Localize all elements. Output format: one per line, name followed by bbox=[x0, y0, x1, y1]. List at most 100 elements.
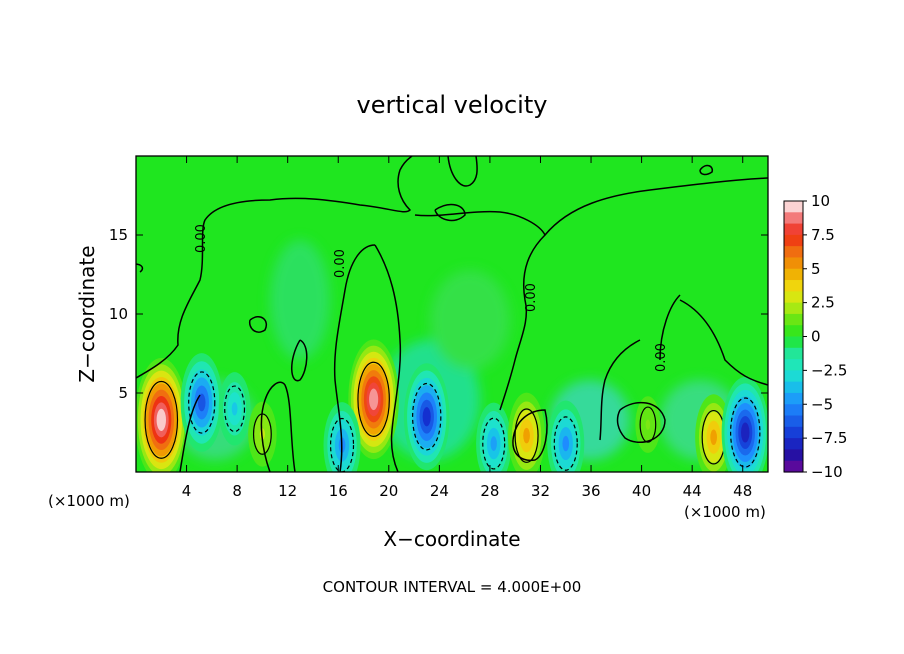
updraft-cell bbox=[136, 357, 188, 472]
colorbar-swatch bbox=[784, 313, 803, 326]
colorbar-swatch bbox=[784, 370, 803, 383]
y-tick-label: 15 bbox=[109, 226, 128, 244]
feature-layer bbox=[523, 427, 530, 444]
feature-contour bbox=[553, 416, 578, 471]
feature-contour bbox=[639, 406, 657, 443]
feature-contour bbox=[730, 397, 761, 468]
chart-title: vertical velocity bbox=[357, 91, 548, 119]
zero-contour bbox=[136, 263, 144, 273]
colorbar-swatch bbox=[784, 223, 803, 236]
feature-contour bbox=[412, 382, 442, 451]
x-axis-ticks: 4 8 12 16 20 24 28 32 36 40 44 48 bbox=[182, 156, 752, 500]
feature-contour bbox=[224, 385, 246, 433]
feature-layer bbox=[710, 429, 717, 445]
colorbar-swatch bbox=[784, 415, 803, 428]
zero-contour bbox=[659, 294, 681, 361]
colorbar-tick-label: −7.5 bbox=[811, 429, 847, 447]
zero-contour bbox=[616, 401, 666, 443]
feature-layer bbox=[741, 422, 750, 443]
colorbar-swatch bbox=[784, 359, 803, 371]
updraft-cell bbox=[348, 339, 399, 460]
colorbar-swatch bbox=[784, 302, 803, 315]
zero-contour bbox=[512, 409, 548, 462]
feature-contour bbox=[357, 361, 390, 437]
x-tick-label: 40 bbox=[632, 482, 651, 500]
colorbar: 10 7.5 5 2.5 0 −2.5 −5 −7.5 −10 bbox=[783, 192, 847, 481]
colorbar-tick-label: 5 bbox=[811, 260, 821, 278]
colorbar-swatch bbox=[784, 460, 803, 473]
zero-contour bbox=[374, 244, 402, 472]
zero-contour bbox=[333, 244, 376, 472]
y-axis-label: Z−coordinate bbox=[75, 245, 99, 382]
feature-layer bbox=[231, 402, 238, 416]
colorbar-swatch bbox=[784, 268, 803, 281]
feature-layer bbox=[422, 407, 431, 427]
feature-layer bbox=[645, 419, 651, 430]
zero-contour bbox=[447, 156, 478, 187]
zero-contour bbox=[599, 339, 641, 441]
downdraft-cell bbox=[721, 376, 768, 472]
zero-contour bbox=[544, 177, 768, 236]
downdraft-cell bbox=[218, 372, 251, 446]
contour-label: 0.00 bbox=[654, 343, 669, 372]
contour-lines bbox=[136, 156, 768, 472]
contour-label: 0.00 bbox=[333, 249, 348, 278]
zero-contour bbox=[260, 381, 296, 472]
zero-contour bbox=[434, 203, 466, 222]
colorbar-swatch bbox=[784, 381, 803, 394]
colorbar-tick-label: 2.5 bbox=[811, 294, 835, 312]
colorbar-swatch bbox=[784, 404, 803, 417]
colorbar-swatch bbox=[784, 449, 803, 462]
colorbar-swatch bbox=[784, 325, 803, 338]
colorbar-swatch bbox=[784, 291, 803, 304]
zero-contour bbox=[699, 164, 714, 176]
colorbar-swatch bbox=[784, 336, 803, 349]
updraft-cell bbox=[508, 392, 546, 472]
updraft-cell bbox=[635, 396, 661, 453]
y-tick-label: 5 bbox=[118, 384, 128, 402]
x-axis-label: X−coordinate bbox=[383, 527, 520, 551]
zero-contour bbox=[414, 210, 546, 411]
colorbar-swatch bbox=[784, 280, 803, 292]
feature-layer bbox=[562, 435, 570, 452]
colorbar-swatch bbox=[784, 392, 803, 405]
feature-contour bbox=[188, 371, 216, 434]
x-unit-right: (×1000 m) bbox=[684, 503, 766, 521]
feature-contour bbox=[144, 380, 179, 459]
x-tick-label: 24 bbox=[430, 482, 449, 500]
x-tick-label: 12 bbox=[278, 482, 297, 500]
colorbar-swatch bbox=[784, 438, 803, 451]
updraft-cell bbox=[695, 394, 733, 472]
zero-contour bbox=[679, 299, 768, 386]
feature-contour bbox=[482, 417, 506, 470]
feature-layer bbox=[197, 393, 206, 412]
colorbar-tick-label: 0 bbox=[811, 328, 821, 346]
colorbar-tick-label: −10 bbox=[811, 463, 843, 481]
colorbar-tick-label: −5 bbox=[811, 395, 833, 413]
downdraft-cell bbox=[180, 353, 223, 452]
y-tick-label: 10 bbox=[109, 305, 128, 323]
x-tick-label: 44 bbox=[683, 482, 702, 500]
feature-layer bbox=[490, 436, 497, 451]
contour-interval-note: CONTOUR INTERVAL = 4.000E+00 bbox=[323, 578, 582, 596]
colorbar-swatch bbox=[784, 234, 803, 247]
contour-label: 0.00 bbox=[524, 283, 539, 312]
zero-contour bbox=[248, 316, 267, 333]
x-tick-label: 48 bbox=[733, 482, 752, 500]
colorbar-swatch bbox=[784, 246, 803, 259]
colorbar-tick-label: 7.5 bbox=[811, 226, 835, 244]
x-tick-label: 8 bbox=[232, 482, 242, 500]
downdraft-cell bbox=[547, 400, 585, 472]
y-axis-ticks: 5 10 15 bbox=[109, 226, 768, 402]
zero-contour bbox=[136, 156, 413, 379]
contour-label: 0.00 bbox=[194, 224, 209, 253]
feature-contour bbox=[514, 408, 539, 463]
colorbar-swatch bbox=[784, 347, 803, 360]
x-tick-label: 36 bbox=[581, 482, 600, 500]
x-unit-left: (×1000 m) bbox=[48, 492, 130, 510]
colorbar-swatch bbox=[784, 257, 803, 270]
colorbar-swatch bbox=[784, 212, 803, 225]
zero-contour bbox=[291, 339, 308, 382]
colorbar-swatch bbox=[784, 201, 803, 213]
x-tick-label: 28 bbox=[480, 482, 499, 500]
